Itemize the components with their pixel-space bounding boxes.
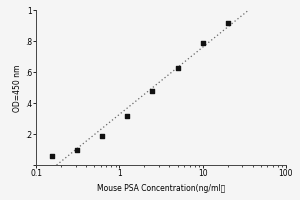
Y-axis label: OD=450 nm: OD=450 nm	[13, 64, 22, 112]
Point	[125, 114, 130, 117]
Point	[150, 89, 155, 93]
Point	[100, 134, 105, 138]
Point	[225, 21, 230, 24]
Point	[200, 41, 205, 45]
Point	[50, 155, 55, 158]
Point	[75, 148, 80, 151]
X-axis label: Mouse PSA Concentration(ng/ml）: Mouse PSA Concentration(ng/ml）	[97, 184, 225, 193]
Point	[175, 66, 180, 69]
